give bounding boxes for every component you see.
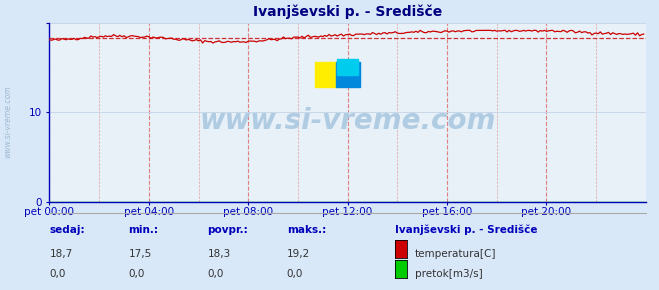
FancyBboxPatch shape bbox=[337, 59, 358, 75]
Text: povpr.:: povpr.: bbox=[208, 225, 248, 235]
Text: 18,3: 18,3 bbox=[208, 249, 231, 259]
Text: Ivanjševski p. - Središče: Ivanjševski p. - Središče bbox=[395, 225, 538, 235]
Text: 17,5: 17,5 bbox=[129, 249, 152, 259]
Text: www.si-vreme.com: www.si-vreme.com bbox=[200, 107, 496, 135]
Text: pretok[m3/s]: pretok[m3/s] bbox=[415, 269, 483, 279]
Text: temperatura[C]: temperatura[C] bbox=[415, 249, 497, 259]
Title: Ivanjševski p. - Središče: Ivanjševski p. - Središče bbox=[253, 5, 442, 19]
Text: 19,2: 19,2 bbox=[287, 249, 310, 259]
Text: 0,0: 0,0 bbox=[49, 269, 66, 279]
Text: 0,0: 0,0 bbox=[287, 269, 303, 279]
FancyBboxPatch shape bbox=[315, 62, 339, 87]
Text: 18,7: 18,7 bbox=[49, 249, 72, 259]
Text: sedaj:: sedaj: bbox=[49, 225, 85, 235]
Text: 0,0: 0,0 bbox=[208, 269, 224, 279]
Text: 0,0: 0,0 bbox=[129, 269, 145, 279]
Text: maks.:: maks.: bbox=[287, 225, 326, 235]
Text: min.:: min.: bbox=[129, 225, 159, 235]
Text: www.si-vreme.com: www.si-vreme.com bbox=[3, 86, 13, 158]
FancyBboxPatch shape bbox=[335, 62, 360, 87]
